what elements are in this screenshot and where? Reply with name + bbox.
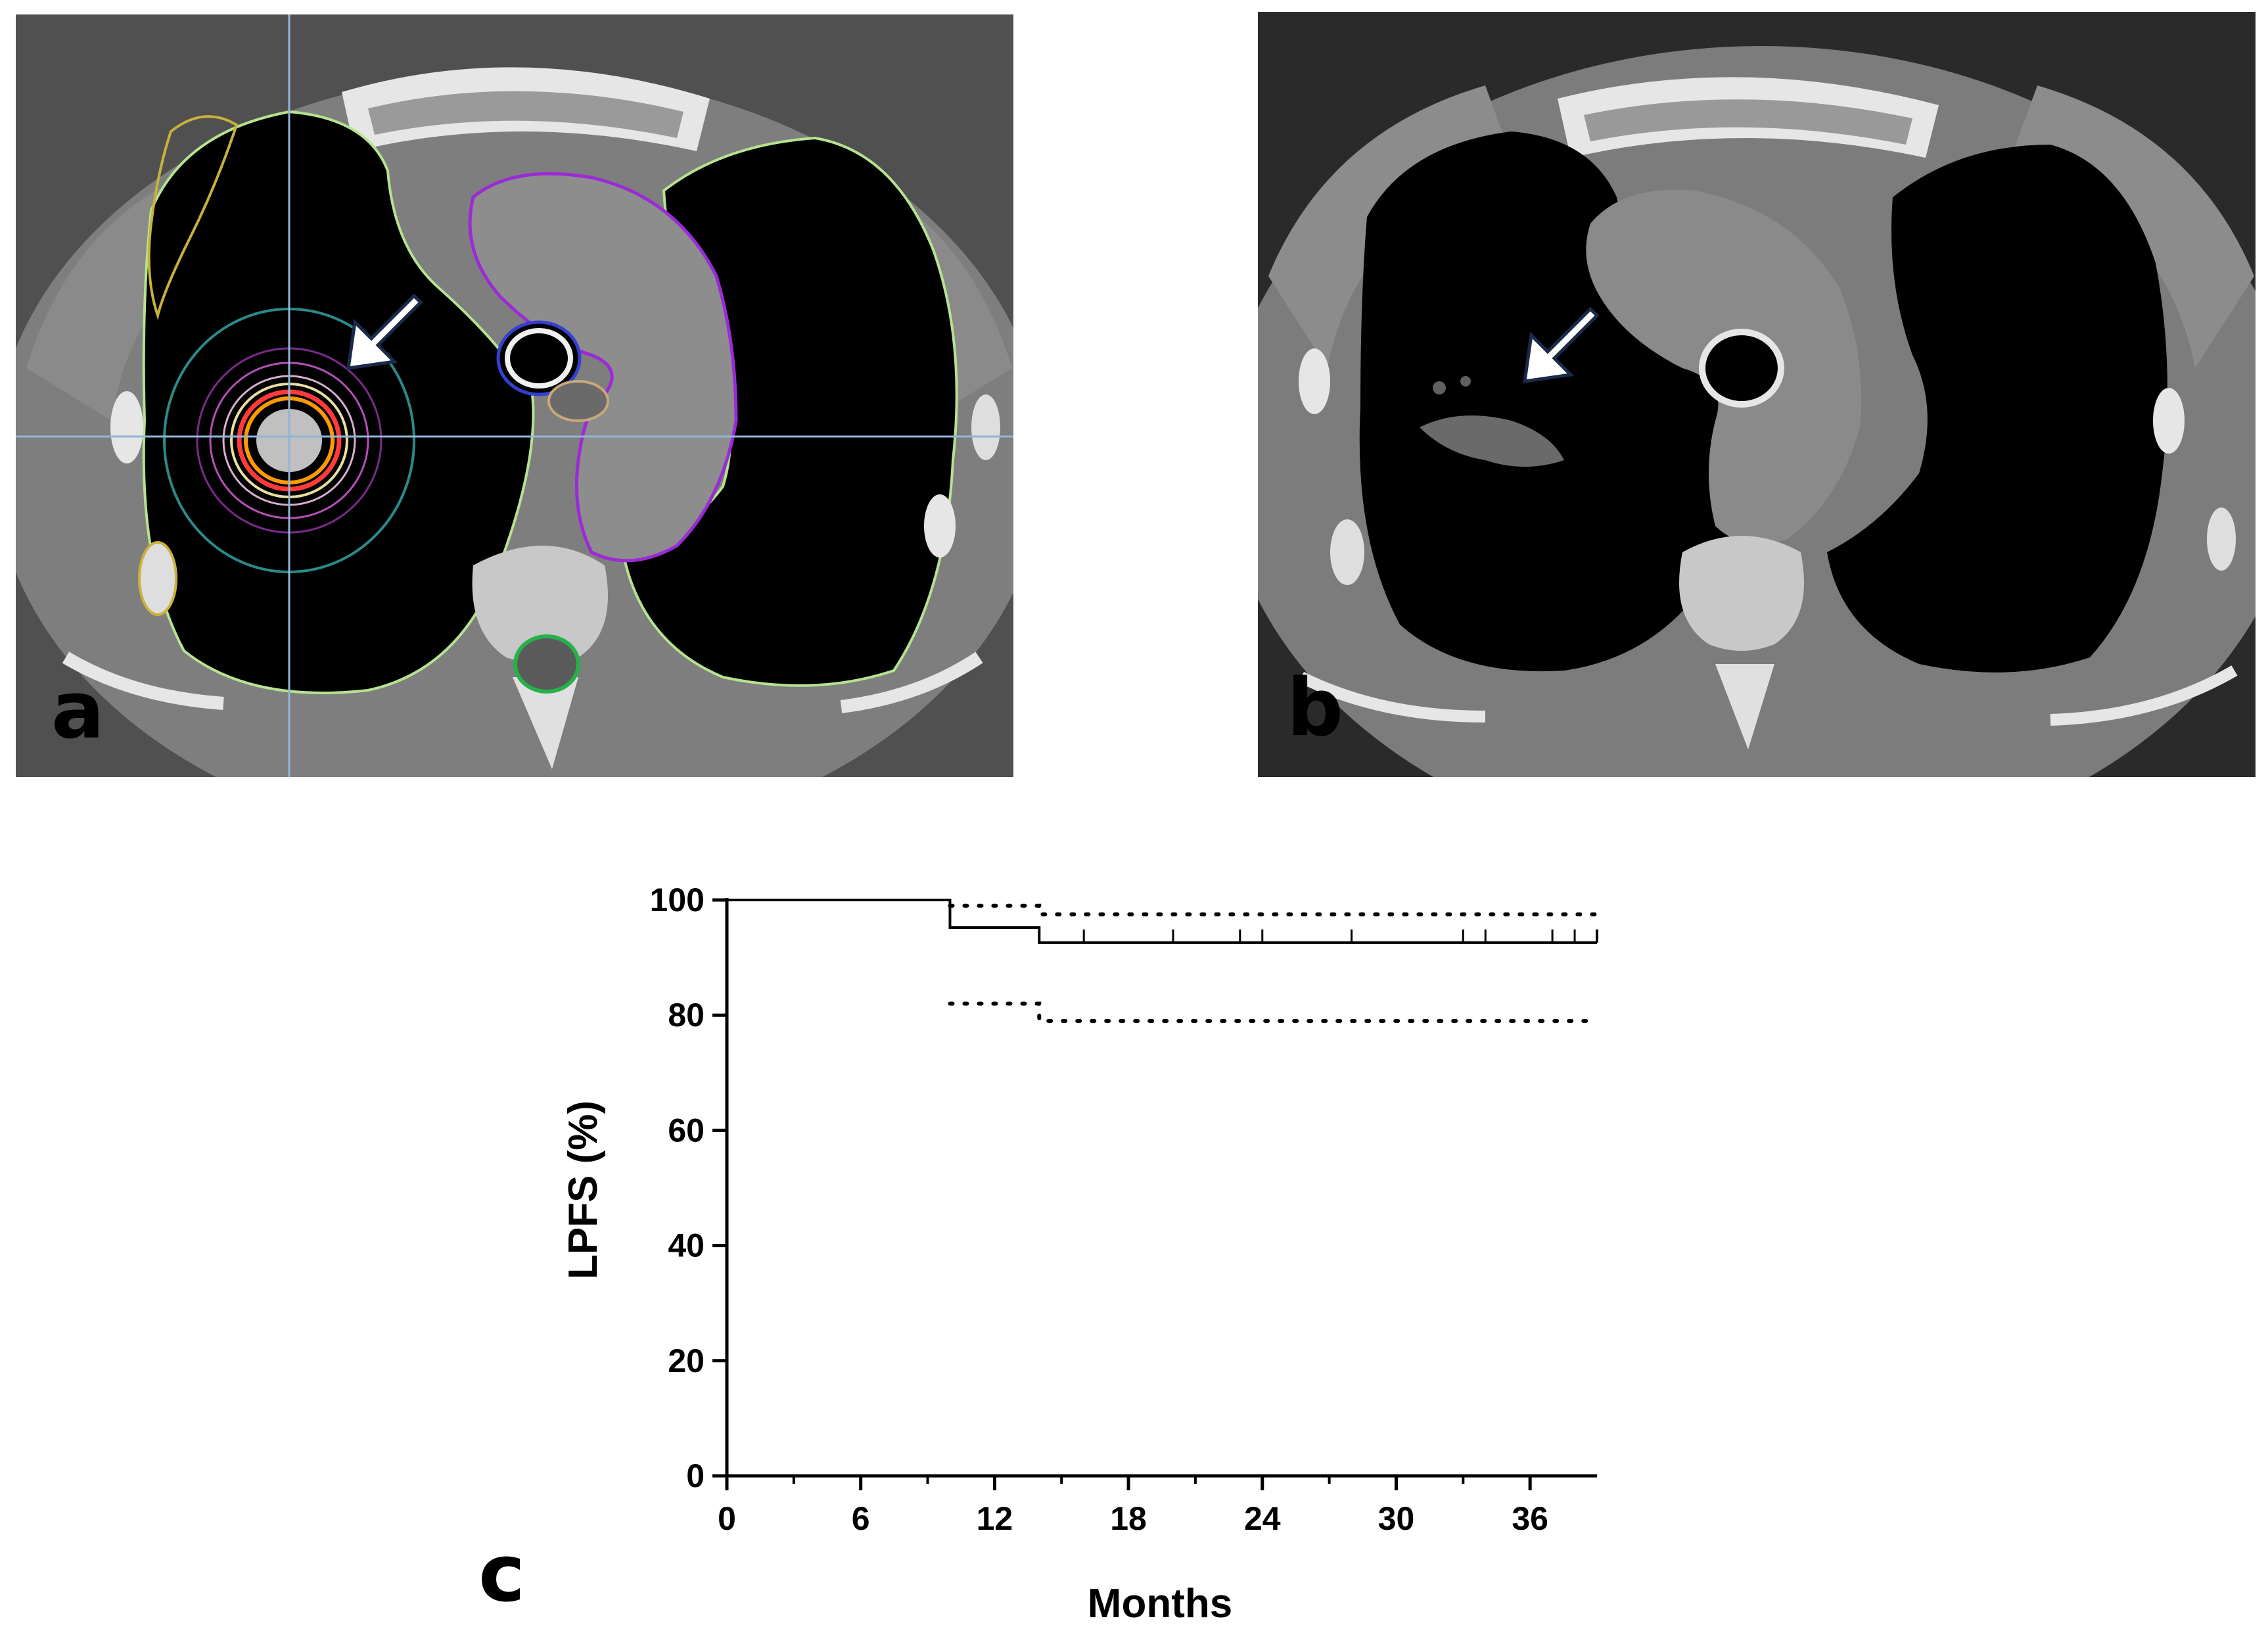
arrow-down-left-icon: [346, 293, 423, 370]
km-chart: 0 20 40 60 80 100 0 6 12 18 24 30 36 LPFS (%) Months: [561, 882, 1599, 1626]
survival-curve: [727, 899, 1597, 944]
panel-letter-c: c: [478, 1528, 525, 1620]
x-tick-label: 18: [1110, 1500, 1147, 1537]
y-tick-label: 40: [668, 1227, 705, 1264]
y-tick-label: 20: [668, 1342, 705, 1379]
x-tick-label: 30: [1378, 1500, 1415, 1537]
ct-image-b: [1258, 12, 2256, 777]
y-tick-label: 60: [668, 1112, 705, 1148]
confidence-band-line: [948, 903, 1599, 916]
panel-letter-b: b: [1287, 663, 1343, 754]
chart-marks: [727, 899, 1599, 1023]
x-tick-label: 0: [718, 1500, 736, 1537]
y-tick-label: 100: [650, 882, 705, 918]
ct-image-a: [16, 14, 1013, 777]
panel-letter-a: a: [51, 665, 104, 757]
x-axis-title: Months: [1088, 1581, 1232, 1626]
x-tick-label: 36: [1512, 1500, 1548, 1537]
arrow-down-left-icon: [1523, 306, 1600, 383]
y-tick-label: 80: [668, 997, 705, 1033]
x-tick-label: 6: [852, 1500, 870, 1537]
y-axis-title: LPFS (%): [561, 1100, 606, 1279]
x-tick-label: 24: [1244, 1500, 1281, 1537]
y-tick-label: 0: [686, 1457, 705, 1494]
x-tick-label: 12: [977, 1500, 1013, 1537]
confidence-band-line: [948, 1001, 1599, 1023]
chart-axes: 0 20 40 60 80 100 0 6 12 18 24 30 36: [650, 882, 1597, 1537]
